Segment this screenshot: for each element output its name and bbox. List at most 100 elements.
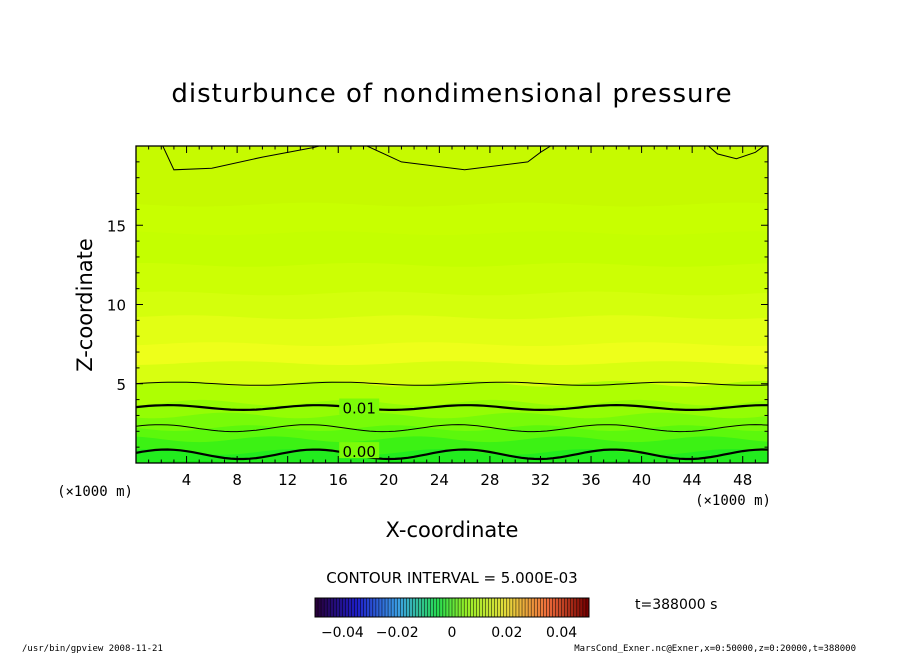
colorbar-cell — [561, 598, 565, 617]
colorbar-tick-label: −0.04 — [321, 625, 364, 641]
colorbar-cell — [570, 598, 575, 617]
colorbar-cell — [482, 598, 486, 617]
colorbar-cell — [418, 598, 422, 617]
contour-label: 0.01 — [342, 400, 375, 418]
y-tick-label: 15 — [107, 217, 126, 235]
colorbar-cell — [427, 598, 431, 617]
x-tick-label: 44 — [683, 471, 702, 489]
colorbar-cell — [515, 598, 520, 617]
colorbar-cell — [406, 598, 410, 617]
x-tick-label: 24 — [430, 471, 449, 489]
x-tick-label: 32 — [531, 471, 550, 489]
colorbar-cell — [357, 598, 361, 617]
colorbar-cell — [412, 598, 416, 617]
colorbar-cell — [573, 598, 578, 617]
y-unit-label: (×1000 m) — [57, 484, 133, 500]
x-tick-label: 20 — [379, 471, 398, 489]
colorbar-cell — [403, 598, 407, 617]
colorbar-tick-labels: −0.04 −0.02 0 0.02 0.04 — [321, 625, 577, 641]
colorbar-cell — [582, 598, 587, 617]
colorbar-tick-label: 0 — [448, 625, 457, 641]
contour-line — [136, 381, 768, 386]
colorbar-cell — [549, 598, 553, 617]
colorbar-cell — [336, 598, 340, 617]
colorbar-frame — [314, 597, 590, 618]
colorbar-cell — [363, 598, 368, 617]
colorbar-cell — [479, 598, 483, 617]
x-axis-ticks: 4 8 12 16 20 24 28 32 36 40 44 48 — [135, 146, 769, 489]
x-tick-label: 4 — [182, 471, 192, 489]
colorbar-cell — [448, 598, 453, 617]
colorbar-cell — [476, 598, 480, 617]
colorbar-cell — [518, 598, 523, 617]
footer-right: MarsCond_Exner.nc@Exner,x=0:50000,z=0:20… — [574, 644, 856, 654]
colorbar-cell — [512, 598, 517, 617]
colorbar-cell — [488, 598, 492, 617]
colorbar-cell — [491, 598, 495, 617]
colorbar-cell — [391, 598, 395, 617]
contour-label: 0.00 — [342, 443, 375, 461]
colorbar-cell — [558, 598, 562, 617]
colorbar-cell — [473, 598, 477, 617]
colorbar-cell — [579, 598, 584, 617]
colorbar-cell — [351, 598, 355, 617]
plot-area — [136, 146, 768, 463]
colorbar-cell — [381, 598, 386, 617]
colorbar-tick-label: −0.02 — [376, 625, 419, 641]
contour-interval-label: CONTOUR INTERVAL = 5.000E-03 — [326, 569, 577, 587]
colorbar-cell — [458, 598, 462, 617]
colorbar-cell — [372, 598, 377, 617]
colorbar-cell — [525, 598, 529, 617]
colorbar-cell — [421, 598, 425, 617]
x-tick-label: 36 — [581, 471, 600, 489]
x-tick-label: 8 — [232, 471, 242, 489]
contour-label-bg — [339, 442, 380, 459]
colorbar-cell — [348, 598, 352, 617]
colorbar-cell — [424, 598, 428, 617]
colorbar-cell — [494, 598, 498, 617]
colorbar-cell — [534, 598, 538, 617]
colorbar-cell — [485, 598, 489, 617]
contour-line — [162, 146, 552, 171]
colorbar-cell — [354, 598, 358, 617]
colorbar — [314, 598, 590, 617]
colorbar-cell — [415, 598, 419, 617]
x-axis-label: X-coordinate — [386, 518, 519, 542]
colorbar-cell — [445, 598, 450, 617]
colorbar-cell — [564, 598, 568, 617]
colorbar-cell — [321, 598, 325, 617]
contour-band — [136, 449, 768, 463]
colorbar-cell — [385, 598, 389, 617]
colorbar-cell — [439, 598, 444, 617]
contour-label-bg — [339, 398, 380, 415]
colorbar-cell — [464, 598, 468, 617]
colorbar-cell — [397, 598, 401, 617]
colorbar-cell — [528, 598, 532, 617]
colorbar-cell — [400, 598, 404, 617]
colorbar-cell — [315, 598, 319, 617]
colorbar-cell — [366, 598, 371, 617]
colorbar-tick-label: 0.04 — [546, 625, 577, 641]
colorbar-cell — [506, 598, 511, 617]
colorbar-cell — [333, 598, 337, 617]
time-label: t=388000 s — [635, 597, 717, 613]
colorbar-cell — [552, 598, 556, 617]
colorbar-cell — [461, 598, 465, 617]
colorbar-cell — [318, 598, 322, 617]
contour-line — [136, 424, 768, 433]
colorbar-cell — [409, 598, 413, 617]
chart-title: disturbunce of nondimensional pressure — [171, 79, 732, 109]
colorbar-cell — [388, 598, 392, 617]
colorbar-cell — [470, 598, 474, 617]
colorbar-cell — [522, 598, 526, 617]
x-tick-label: 40 — [632, 471, 651, 489]
colorbar-cell — [585, 598, 590, 617]
colorbar-cell — [555, 598, 559, 617]
footer-left: /usr/bin/gpview 2008-11-21 — [22, 644, 163, 654]
colorbar-cell — [436, 598, 441, 617]
colorbar-cell — [330, 598, 334, 617]
colorbar-cell — [509, 598, 514, 617]
y-axis-ticks: 5 10 15 — [107, 145, 768, 464]
colorbar-cell — [339, 598, 343, 617]
